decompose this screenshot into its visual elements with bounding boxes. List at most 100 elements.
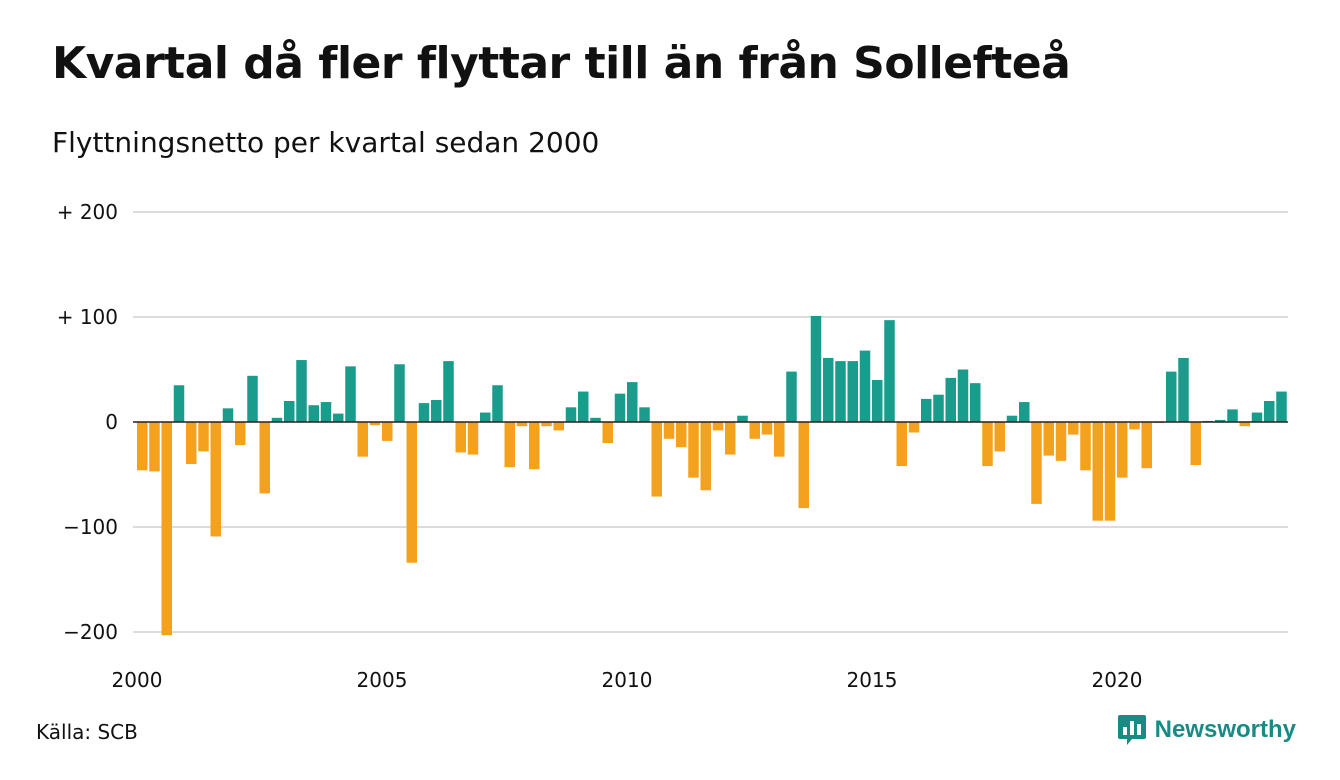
bar (1129, 422, 1140, 430)
bar (320, 402, 332, 422)
bar (835, 361, 846, 422)
bar (1276, 391, 1287, 422)
bar (357, 422, 368, 457)
y-tick-labels: + 200 + 100 0 −100 −200 (57, 200, 118, 644)
bar (137, 422, 148, 471)
bar (712, 422, 724, 431)
y-tick-label: + 200 (57, 200, 118, 224)
bar (394, 364, 405, 422)
bar (982, 422, 993, 467)
bar (651, 422, 662, 497)
y-tick-label: 0 (105, 410, 118, 434)
bar (529, 422, 540, 470)
brand-name: Newsworthy (1154, 716, 1296, 743)
grid-lines (133, 211, 1288, 633)
bar (614, 393, 626, 422)
newsworthy-logo: Newsworthy (1117, 714, 1296, 746)
bar (1227, 409, 1238, 422)
source-label: Källa: SCB (36, 720, 138, 744)
bar (1251, 412, 1263, 422)
bar (700, 422, 711, 491)
bar (1019, 402, 1030, 422)
bar (210, 422, 221, 537)
bar (921, 398, 932, 422)
bar (1055, 422, 1067, 461)
x-tick-label: 2020 (1092, 668, 1143, 692)
bar (443, 361, 454, 422)
bar (676, 422, 687, 448)
bar (1104, 422, 1116, 521)
bar (1117, 422, 1128, 478)
bar (602, 422, 613, 443)
bar (1190, 422, 1201, 466)
bar (406, 422, 417, 563)
bar (970, 383, 981, 422)
y-tick-label: + 100 (57, 305, 118, 329)
bars (137, 315, 1287, 636)
bar (186, 422, 197, 464)
bar (1068, 422, 1079, 435)
bar (222, 408, 234, 422)
bar (296, 360, 307, 422)
x-tick-labels: 2000 2005 2010 2015 2020 (112, 668, 1143, 692)
bar (1031, 422, 1042, 504)
bar (749, 422, 760, 439)
bar (1006, 415, 1018, 422)
bar (565, 407, 577, 422)
bar (872, 380, 883, 422)
bar (418, 403, 430, 422)
bar (847, 361, 858, 422)
bar (431, 399, 442, 422)
bar (480, 412, 491, 422)
bar (737, 415, 748, 422)
bar (149, 422, 160, 472)
bar (345, 366, 356, 422)
bar (492, 385, 503, 422)
bar (884, 320, 895, 422)
bar (994, 422, 1005, 452)
bar (639, 407, 650, 422)
bar (271, 417, 283, 422)
bar (774, 422, 785, 457)
bar (1178, 357, 1189, 422)
bar (1043, 422, 1054, 456)
bar (945, 377, 956, 422)
bar (933, 394, 944, 422)
bar (1166, 371, 1177, 422)
bar (259, 422, 270, 494)
bar (1080, 422, 1091, 471)
bar (725, 422, 736, 455)
bar (957, 369, 969, 422)
chart-title: Kvartal då fler flyttar till än från Sol… (52, 38, 1071, 89)
bar (1239, 422, 1250, 427)
bar (382, 422, 393, 441)
bar (786, 371, 797, 422)
bar-chart-logo-icon (1117, 715, 1146, 745)
bar (810, 315, 822, 422)
bar (541, 422, 552, 427)
bar (333, 413, 344, 422)
x-tick-label: 2000 (112, 668, 163, 692)
bar (198, 422, 209, 452)
bar (908, 422, 920, 433)
bar (859, 350, 871, 422)
bar (467, 422, 479, 455)
bar (823, 357, 834, 422)
bar (1215, 419, 1226, 422)
x-tick-label: 2005 (357, 668, 408, 692)
bar (663, 422, 675, 439)
bar (1141, 422, 1152, 469)
bar (627, 382, 638, 422)
bar (1264, 401, 1275, 422)
bar (173, 385, 185, 422)
bar (247, 375, 258, 422)
x-tick-label: 2015 (847, 668, 898, 692)
y-tick-label: −100 (63, 515, 118, 539)
chart-subtitle: Flyttningsnetto per kvartal sedan 2000 (52, 126, 600, 159)
bar (369, 422, 381, 426)
bar (590, 417, 601, 422)
bar (284, 401, 295, 422)
y-tick-label: −200 (63, 620, 118, 644)
bar (455, 422, 466, 453)
